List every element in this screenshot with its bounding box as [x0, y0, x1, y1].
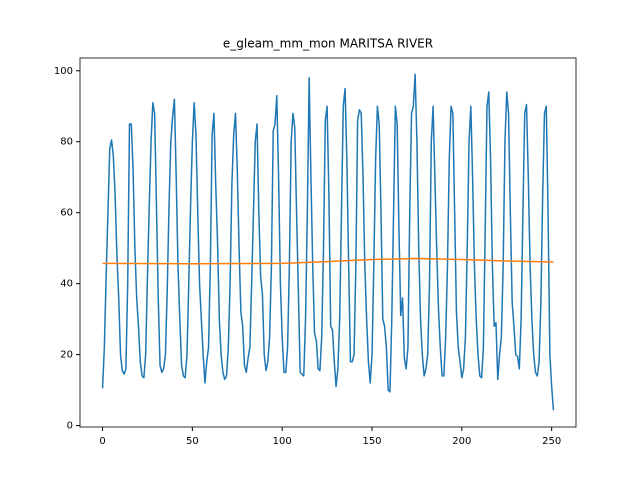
x-tick-label: 200: [452, 436, 471, 447]
x-tick-label: 150: [362, 436, 381, 447]
series-line: [102, 257, 554, 265]
y-tick-label: 100: [54, 66, 73, 77]
chart-title: e_gleam_mm_mon MARITSA RIVER: [223, 37, 433, 51]
plot-frame: [79, 57, 577, 428]
x-tick-label: 0: [99, 436, 105, 447]
series-line: [101, 73, 555, 411]
y-tick-label: 0: [67, 421, 73, 432]
y-tick-label: 80: [60, 137, 73, 148]
y-tick-label: 20: [60, 350, 73, 361]
x-tick-label: 250: [542, 436, 561, 447]
x-tick-label: 50: [186, 436, 199, 447]
y-tick-label: 60: [60, 208, 73, 219]
y-tick-label: 40: [60, 279, 73, 290]
x-tick-label: 100: [273, 436, 292, 447]
